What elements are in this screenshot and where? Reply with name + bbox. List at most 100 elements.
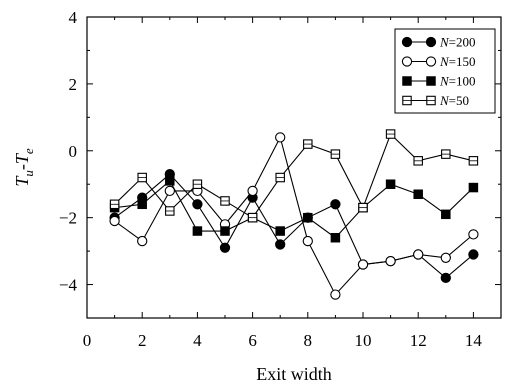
point-n200-x4 (192, 199, 203, 210)
legend-marker-left (402, 95, 412, 106)
y-axis-title-sub-u: u (21, 170, 36, 177)
legend-item-n150: N=150 (401, 54, 476, 69)
point-n200-x14 (468, 249, 479, 260)
point-n50-x2 (137, 172, 147, 183)
point-n100-x5 (220, 226, 230, 236)
point-n50-x12 (413, 156, 423, 166)
x-tick-label-0: 0 (83, 331, 92, 350)
x-tick-label-12: 12 (410, 331, 427, 350)
legend-item-n200: N=200 (401, 35, 476, 50)
point-n100-x13-shape (441, 209, 451, 220)
y-tick-label-0: 0 (69, 142, 78, 161)
point-n50-x13 (441, 149, 451, 159)
point-n200-x5 (219, 242, 231, 253)
point-n50-x9 (330, 149, 341, 159)
point-n150-x2 (137, 235, 148, 247)
plot-area (109, 129, 479, 300)
y-tick-label-4: 4 (69, 8, 78, 27)
legend-item-n100: N=100 (402, 74, 476, 89)
point-n100-x12-shape (413, 189, 423, 200)
legend-marker-right (425, 36, 437, 48)
point-n100-x8 (303, 212, 313, 223)
point-n100-x13 (441, 209, 451, 220)
legend-label: N=100 (439, 74, 476, 89)
point-n200-x13 (440, 272, 451, 284)
point-n200-x7 (275, 239, 286, 250)
point-n50-x5 (220, 196, 230, 206)
y-axis-title-sub-e: e (21, 148, 36, 154)
y-tick-label--2: −2 (59, 209, 77, 228)
point-n150-x6 (247, 185, 258, 197)
legend-label: N=150 (439, 54, 476, 69)
point-n150-x11 (385, 255, 396, 267)
point-n100-x4 (192, 226, 203, 236)
legend-marker-left (401, 56, 413, 67)
point-n150-x7 (275, 132, 286, 143)
point-n100-x5-shape (220, 226, 230, 236)
x-tick-label-6: 6 (248, 331, 257, 350)
point-n150-x12 (413, 249, 424, 260)
y-axis-title-minus: -T (12, 152, 32, 170)
point-n100-x9 (330, 232, 341, 243)
point-n100-x7 (275, 226, 285, 236)
legend-marker-left-shape (402, 76, 412, 86)
y-axis-title-main: T (12, 175, 32, 187)
axis-ticks: 0 2 4 6 8 10 12 14 −4 −2 0 2 4 (59, 8, 501, 350)
point-n100-x2 (137, 199, 147, 210)
point-n150-x1 (109, 215, 120, 227)
x-tick-label-8: 8 (304, 331, 313, 350)
legend-value: =200 (449, 35, 476, 50)
legend-marker-right (426, 95, 436, 106)
point-n50-x8 (303, 139, 313, 149)
point-n50-x3 (165, 206, 175, 216)
point-n100-x7-shape (275, 226, 285, 236)
legend-label: N=50 (439, 93, 469, 108)
point-n50-x7 (275, 172, 285, 183)
x-axis-title: Exit width (256, 364, 332, 384)
point-n50-x1 (109, 199, 120, 210)
legend-item-n50: N=50 (402, 93, 469, 108)
point-n200-x9 (330, 199, 341, 210)
point-n50-x4 (192, 179, 203, 189)
point-n100-x2-shape (137, 199, 147, 210)
point-n100-x12 (413, 189, 423, 200)
point-n100-x14-shape (468, 182, 479, 193)
x-tick-label-14: 14 (465, 331, 483, 350)
point-n100-x8-shape (303, 212, 313, 223)
point-n100-x3 (165, 176, 175, 186)
point-n100-x4-shape (192, 226, 203, 236)
point-n100-x9-shape (330, 232, 341, 243)
point-n150-x10 (357, 259, 369, 270)
legend-var: N (439, 54, 450, 69)
legend-marker-right-shape (426, 76, 436, 86)
legend-label: N=200 (439, 35, 476, 50)
point-n50-x14 (468, 156, 479, 166)
point-n50-x6 (247, 212, 258, 223)
point-n150-x3 (164, 185, 175, 197)
legend-var: N (439, 74, 450, 89)
y-axis-title: Tu-Te (12, 148, 36, 187)
legend-marker-right (426, 76, 436, 86)
legend-value: =50 (449, 93, 469, 108)
x-tick-label-10: 10 (355, 331, 372, 350)
legend-var: N (439, 93, 450, 108)
legend-marker-left (401, 36, 413, 48)
legend-var: N (439, 35, 450, 50)
point-n150-x14 (468, 229, 479, 240)
point-n100-x14 (468, 182, 479, 193)
legend-marker-left (402, 76, 412, 86)
point-n100-x11 (385, 179, 396, 189)
legend-value: =150 (449, 54, 476, 69)
plot-frame (86, 16, 502, 319)
x-tick-label-4: 4 (193, 331, 202, 350)
point-n50-x10 (358, 202, 368, 213)
point-n150-x8 (302, 235, 313, 247)
point-n100-x3-shape (165, 176, 175, 186)
point-n100-x11-shape (385, 179, 396, 189)
point-n50-x11 (385, 129, 396, 139)
point-n150-x9 (330, 289, 341, 300)
legend-marker-right (425, 56, 437, 67)
y-tick-label--4: −4 (59, 276, 78, 295)
